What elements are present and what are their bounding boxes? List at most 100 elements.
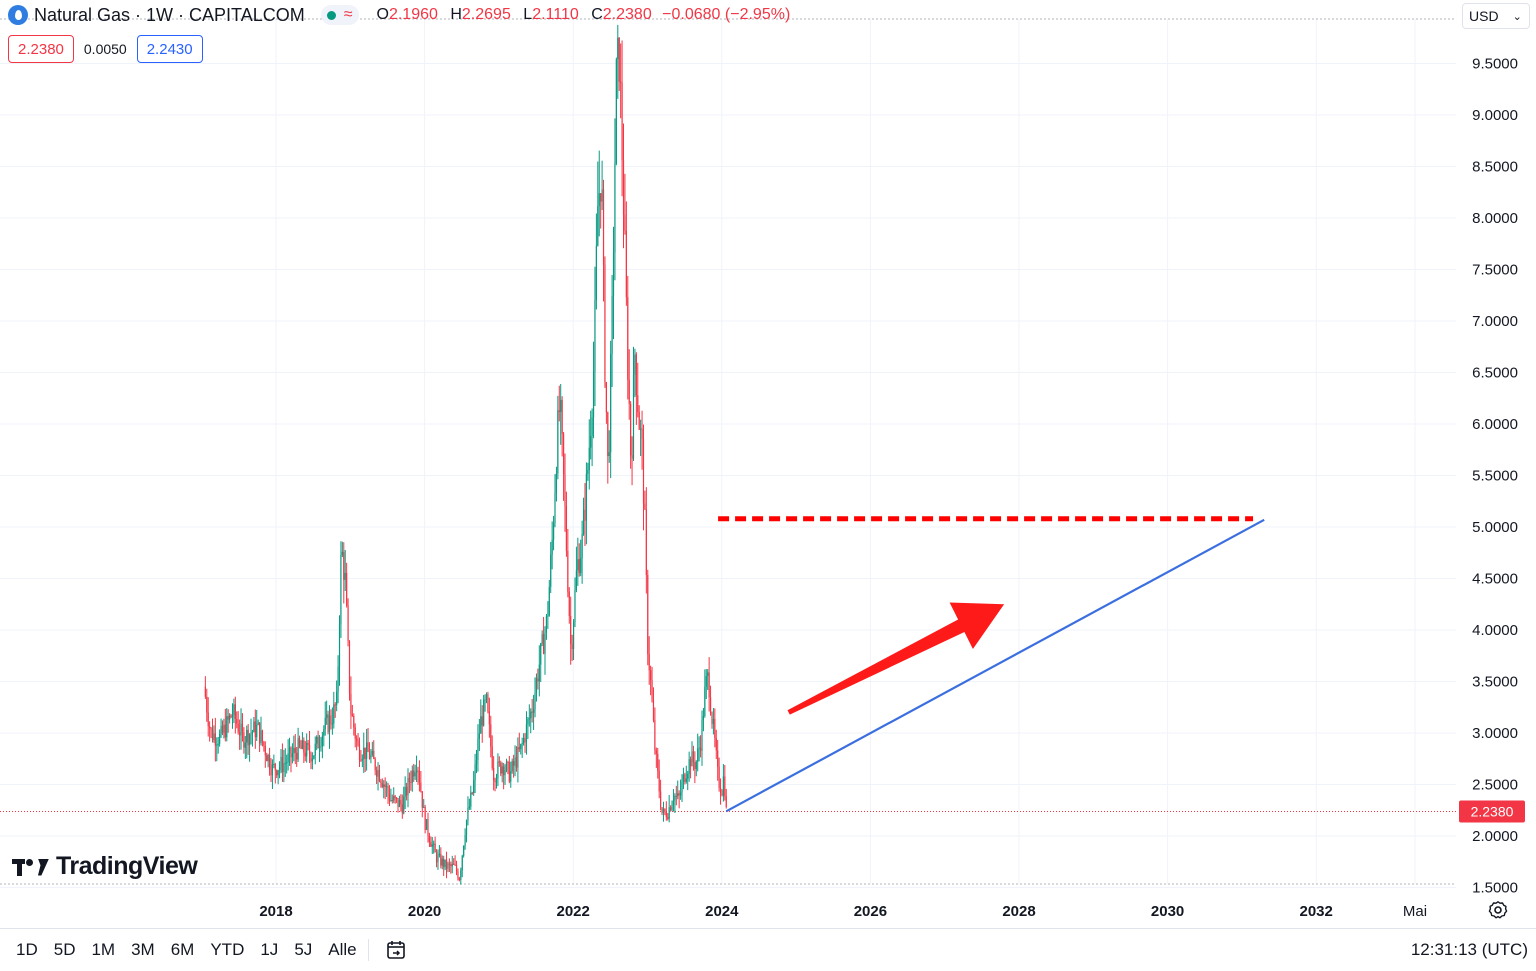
x-tick-label: 2026 [854,903,887,920]
candle-body [724,776,726,797]
candle-body [600,193,602,202]
buy-button[interactable]: 2.2430 [136,35,203,63]
candle-body [503,766,505,776]
tradingview-logo[interactable]: TradingView [12,852,198,881]
y-tick-label: 7.5000 [1472,262,1518,279]
candle-body [711,713,713,725]
candle-body [435,852,438,863]
candle-body [440,853,442,866]
candle-body [532,709,535,713]
candle-body [531,711,533,713]
candle-body [328,715,331,733]
currency-select[interactable]: USD ⌄ [1462,3,1530,29]
candle-body [630,403,632,456]
range-5j-button[interactable]: 5J [294,940,313,959]
range-ytd-button[interactable]: YTD [210,940,245,959]
candle-body [594,299,596,372]
price-axis[interactable]: 1.5000 2.0000 2.5000 3.0000 3.5000 4.0000 4.50… [1472,56,1518,897]
calendar-goto-icon[interactable] [384,938,408,962]
x-tick-label: 2032 [1300,903,1333,920]
time-axis[interactable]: 2018 2020 2022 2024 2026 2028 2030 2032 Mai [259,903,1427,920]
candle-body [581,533,583,559]
candle-body [417,770,419,772]
utc-clock[interactable]: 12:31:13 (UTC) [1410,940,1528,959]
candle-body [670,807,672,811]
candle-body [413,770,415,777]
candle-body [346,572,348,606]
range-1j-button[interactable]: 1J [260,940,279,959]
price-chart[interactable]: 1.5000 2.0000 2.5000 3.0000 3.5000 4.0000 4.50… [0,0,1536,928]
gear-icon[interactable] [1488,900,1508,920]
candle-body [293,747,295,754]
candle-body [296,752,298,760]
candle-body [705,675,707,687]
candle-body [657,753,659,771]
candle-body [395,797,398,799]
x-tick-label: 2028 [1002,903,1035,920]
candle-body [361,759,363,761]
y-tick-label: 3.0000 [1472,725,1518,742]
candle-body [414,772,416,777]
range-1m-button[interactable]: 1M [91,940,116,959]
candle-body [221,725,224,733]
last-price-label: 2.2380 [1459,800,1525,823]
candle-body [524,738,526,743]
candle-body [507,761,509,763]
candle-body [688,759,690,774]
candle-body [647,575,649,655]
x-tick-label: 2018 [259,903,292,920]
candle-body [614,163,616,253]
candle-body [358,745,361,760]
candle-body [722,776,725,796]
candle-body [251,731,254,734]
ohlc-low-value: 2.1110 [532,6,579,23]
candle-body [557,410,559,474]
candle-body [679,792,682,796]
symbol-title[interactable]: Natural Gas · 1W · CAPITALCOM [34,4,305,25]
candle-body [241,723,244,733]
chart-drawings[interactable] [718,516,1265,813]
range-all-button[interactable]: Alle [328,940,357,959]
candle-body [517,747,519,768]
trendline[interactable] [725,518,1265,813]
range-selector: 1D 5D 1M 3M 6M YTD 1J 5J Alle [8,929,365,971]
candle-body [602,189,605,265]
y-tick-label: 5.0000 [1472,519,1518,536]
candle-body [487,694,489,712]
sell-button[interactable]: 2.2380 [8,35,74,63]
candle-body [654,720,656,751]
candle-body [632,374,635,459]
candlestick-series [204,24,727,885]
candle-body [584,509,586,521]
candle-body [343,551,345,580]
candle-body [478,733,480,739]
trend-arrow[interactable] [787,602,1005,715]
range-3m-button[interactable]: 3M [131,940,155,959]
candle-body [537,678,539,682]
range-1d-button[interactable]: 1D [16,940,38,959]
candle-body [364,747,366,759]
range-6m-button[interactable]: 6M [170,940,195,959]
candle-body [571,643,573,649]
candle-body [441,858,443,866]
candle-body [547,615,549,617]
candle-body [719,788,722,794]
flame-icon[interactable] [8,5,28,25]
candle-body [428,835,431,842]
candle-body [501,766,503,774]
candle-body [548,586,550,616]
range-5d-button[interactable]: 5D [53,940,76,959]
candle-body [525,724,528,743]
candle-body [692,751,695,762]
candle-body [561,399,563,434]
candle-body [303,740,305,753]
candle-body [318,747,321,749]
candle-body [273,764,275,766]
x-tick-label: 2030 [1151,903,1184,920]
market-status[interactable]: ≈ [320,5,359,25]
candle-body [701,719,703,751]
candle-body [485,694,488,700]
candle-body [721,793,723,796]
candle-body [323,729,325,736]
candle-body [376,770,378,777]
